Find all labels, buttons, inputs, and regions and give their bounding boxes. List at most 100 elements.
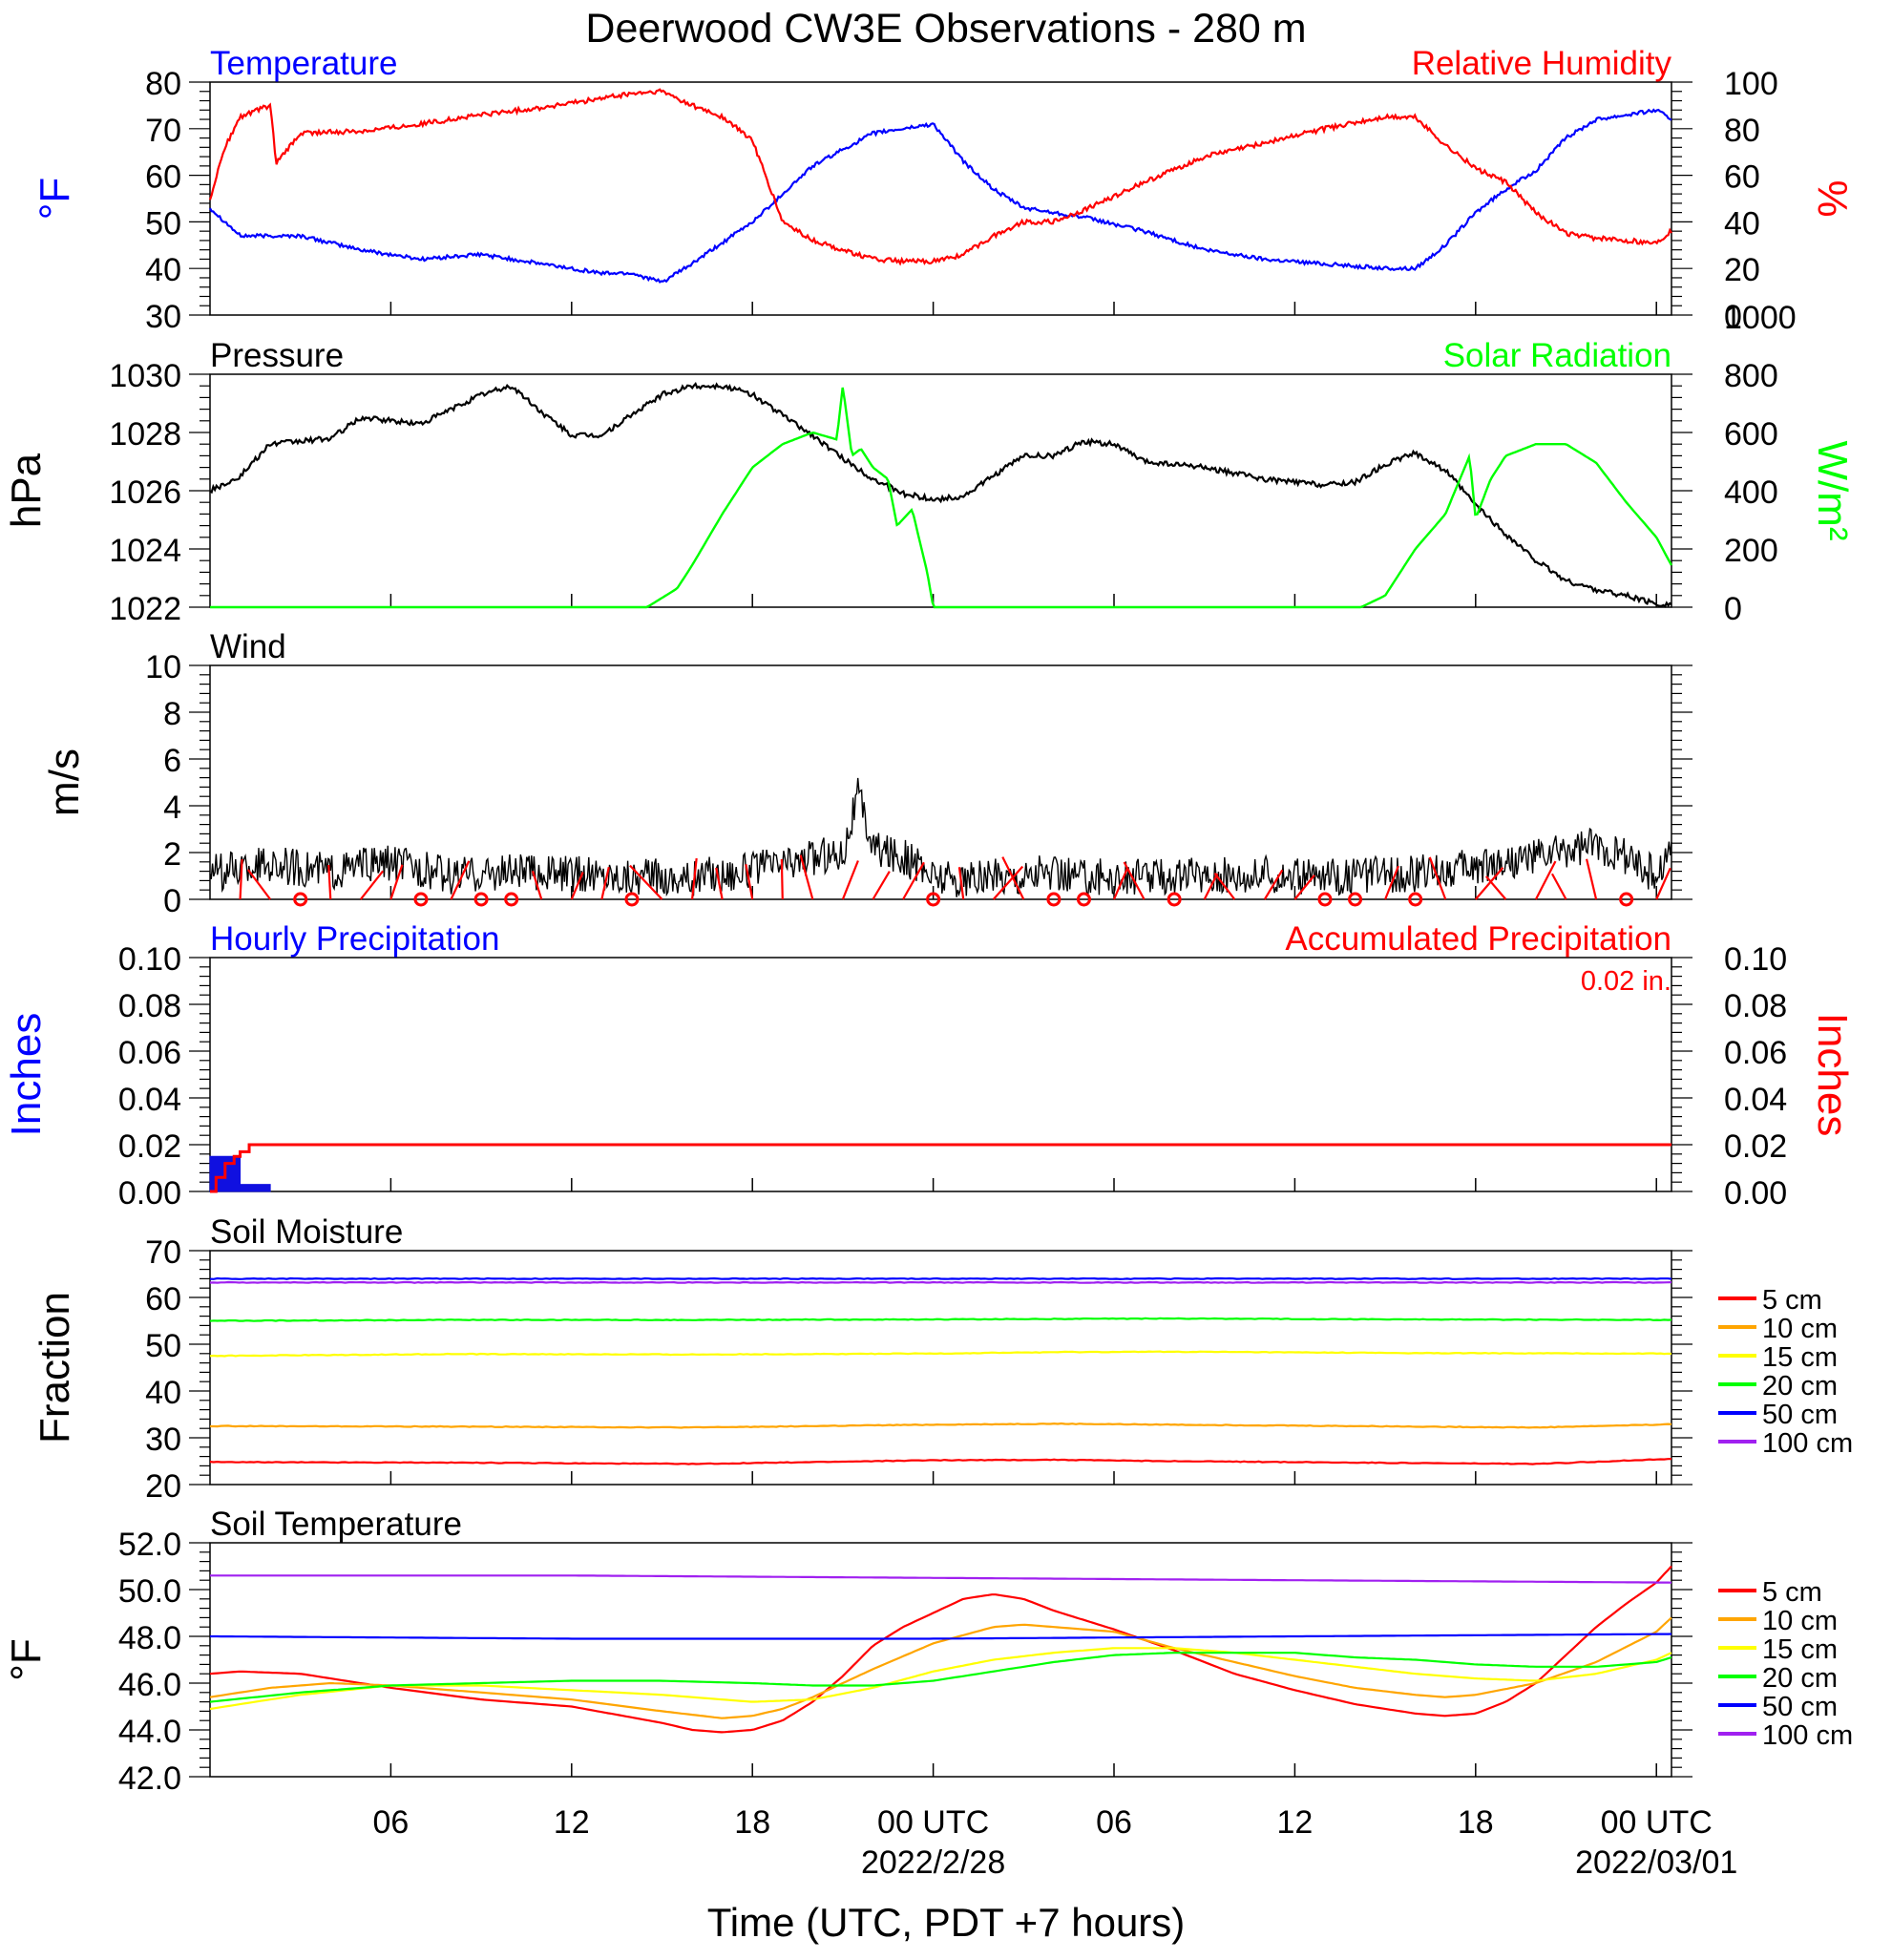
legend-label: 10 cm: [1762, 1314, 1838, 1344]
x-tick-label: 06: [372, 1804, 409, 1841]
temp_rh-left-title: Temperature: [210, 45, 397, 82]
wind-direction-stick: [902, 861, 925, 900]
temp_rh-right-tick-label: 100: [1724, 66, 1778, 102]
legend-label: 100 cm: [1762, 1428, 1853, 1459]
wind-calm-marker: [1317, 892, 1333, 907]
precip-left-tick-label: 0.10: [118, 941, 181, 978]
wind-direction-stick: [1550, 873, 1567, 900]
wind-calm-marker: [1046, 892, 1062, 907]
series-pressure: [209, 381, 1672, 608]
pressure-left-tick-label: 1022: [109, 591, 181, 627]
legend-label: 15 cm: [1762, 1342, 1838, 1373]
temp_rh-frame: [209, 81, 1672, 316]
legend-label: 50 cm: [1762, 1692, 1838, 1722]
precip-left-tick-label: 0.00: [118, 1175, 181, 1212]
soil_temp-left-tick-label: 48.0: [118, 1620, 181, 1656]
panel-temp_rh: 30 40 50 60 70 80 0 20 40 60 80 100 Temperature Relat…: [32, 45, 1856, 335]
series-soil-moisture-2: [209, 1350, 1672, 1358]
precip-right-tick-label: 0.02: [1724, 1128, 1787, 1165]
series-wind-speed: [209, 777, 1672, 897]
wind-calm-marker: [293, 892, 308, 907]
wind-direction-stick: [327, 864, 332, 900]
wind-direction-stick: [570, 872, 584, 900]
series-soil-moisture-3: [209, 1317, 1672, 1322]
series-soil-temp-4: [210, 1633, 1672, 1640]
temp_rh-right-title: Relative Humidity: [1412, 45, 1672, 82]
wind-calm-marker: [926, 892, 941, 907]
legend-label: 10 cm: [1762, 1606, 1838, 1636]
legend-label: 15 cm: [1762, 1634, 1838, 1665]
wind-direction-stick: [629, 864, 663, 900]
wind-direction-stick: [1263, 869, 1284, 900]
soil_temp-left-tick-label: 44.0: [118, 1714, 181, 1750]
precip-right-tick-label: 0.10: [1724, 941, 1787, 978]
soil_temp-left-tick-label: 46.0: [118, 1667, 181, 1703]
precip-left-title: Hourly Precipitation: [210, 920, 499, 958]
precip-frame: [209, 957, 1672, 1192]
soil_temp-left-title: Soil Temperature: [210, 1506, 462, 1543]
wind-direction-stick: [600, 866, 610, 900]
legend-label: 20 cm: [1762, 1371, 1838, 1402]
wind-calm-marker: [1408, 892, 1423, 907]
wind-left-tick-label: 8: [163, 696, 181, 732]
legend-label: 5 cm: [1762, 1577, 1822, 1608]
wind-direction-stick: [841, 860, 859, 900]
precip-right-tick-label: 0.08: [1724, 988, 1787, 1024]
wind-direction-stick: [1586, 858, 1598, 900]
wind-calm-marker: [624, 892, 640, 907]
temp_rh-left-tick-label: 30: [145, 299, 181, 335]
chart-title: Deerwood CW3E Observations - 280 m: [585, 6, 1306, 52]
wind-calm-marker: [473, 892, 489, 907]
temp_rh-right-unit: %: [1809, 179, 1856, 217]
panel-precip: 0.00 0.02 0.04 0.06 0.08 0.10 0.00 0.02 0.04 0.06…: [3, 920, 1856, 1212]
series-soil-moisture-4: [209, 1276, 1672, 1280]
legend-label: 20 cm: [1762, 1663, 1838, 1694]
wind-direction-stick: [359, 870, 385, 900]
wind-left-tick-label: 0: [163, 883, 181, 919]
soil_moisture-left-tick-label: 40: [145, 1375, 181, 1411]
soil_moisture-left-unit: Fraction: [32, 1292, 78, 1444]
temp_rh-left-tick-label: 70: [145, 113, 181, 149]
wind-left-unit: m/s: [41, 748, 88, 816]
temp_rh-right-tick-label: 40: [1724, 205, 1760, 242]
precip-right-tick-label: 0.00: [1724, 1175, 1787, 1212]
hourly-precip-bar: [240, 1184, 271, 1192]
precip-total-label: 0.02 in.: [1581, 966, 1671, 997]
series-temperature: [209, 108, 1672, 284]
pressure-right-tick-label: 0: [1724, 591, 1742, 627]
wind-direction-stick: [1293, 875, 1315, 900]
precip-left-tick-label: 0.04: [118, 1082, 181, 1118]
temp_rh-right-tick-label: 0: [1724, 299, 1742, 335]
precip-left-tick-label: 0.02: [118, 1128, 181, 1165]
precip-left-tick-label: 0.06: [118, 1035, 181, 1071]
pressure-left-unit: hPa: [3, 453, 50, 528]
wind-direction-stick: [1203, 873, 1219, 900]
x-date-label: 2022/03/01: [1575, 1844, 1737, 1881]
series-soil-temp-1: [209, 1616, 1672, 1719]
series-accumulated-precip: [210, 1143, 1671, 1193]
panel-soil_temp: 42.0 44.0 46.0 48.0 50.0 52.0 Soil Temperature…: [3, 1506, 1853, 1797]
pressure-right-tick-label: 600: [1724, 416, 1778, 453]
pressure-right-tick-label: 200: [1724, 533, 1778, 569]
wind-direction-stick: [872, 871, 891, 900]
precip-right-title: Accumulated Precipitation: [1285, 920, 1671, 958]
wind-calm-marker: [413, 892, 429, 907]
soil_moisture-frame: [209, 1250, 1672, 1486]
pressure-left-tick-label: 1028: [109, 416, 181, 453]
temp_rh-left-tick-label: 50: [145, 205, 181, 242]
x-tick-label: 18: [1458, 1804, 1494, 1841]
soil_temp-left-tick-label: 42.0: [118, 1760, 181, 1797]
series-soil-moisture-1: [210, 1422, 1672, 1429]
pressure-right-tick-label: 400: [1724, 474, 1778, 511]
wind-direction-stick: [715, 867, 724, 900]
wind-direction-stick: [780, 858, 784, 900]
series-soil-moisture-5: [209, 1280, 1672, 1284]
temp_rh-right-tick-label: 80: [1724, 113, 1760, 149]
wind-calm-marker: [1167, 892, 1182, 907]
series-soil-temp-5: [210, 1574, 1672, 1584]
precip-right-tick-label: 0.04: [1724, 1082, 1787, 1118]
soil_moisture-left-tick-label: 50: [145, 1328, 181, 1364]
wind-direction-stick: [745, 864, 754, 900]
precip-left-unit: Inches: [3, 1013, 50, 1137]
